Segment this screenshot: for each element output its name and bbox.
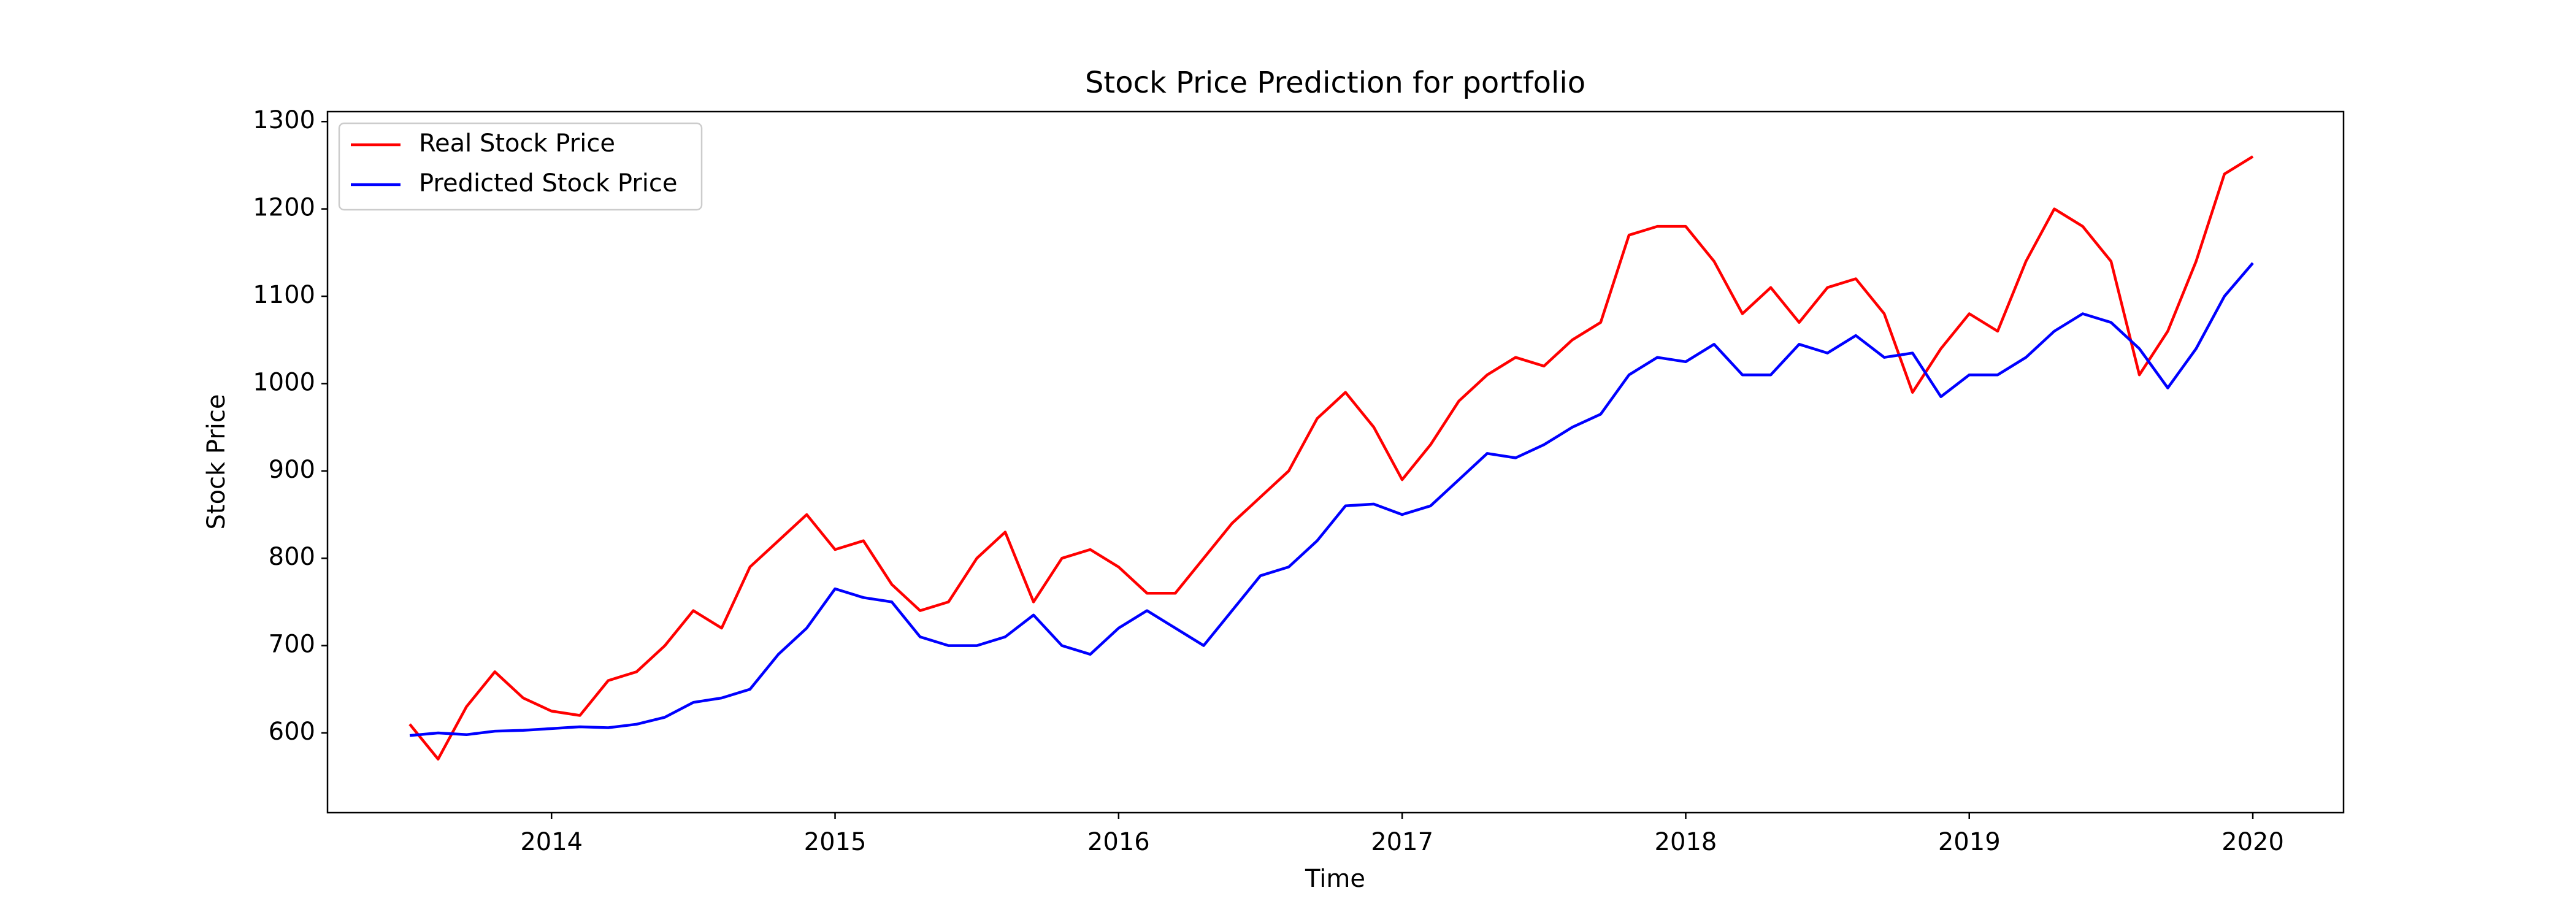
y-tick-label: 700	[269, 631, 315, 659]
line-series	[408, 155, 2254, 761]
y-tick-label: 1100	[253, 281, 315, 309]
y-tick-label: 1000	[253, 368, 315, 396]
x-tick-label: 2015	[804, 828, 867, 856]
x-tick-label: 2016	[1087, 828, 1150, 856]
x-tick-label: 2017	[1371, 828, 1433, 856]
x-tick-label: 2018	[1655, 828, 1717, 856]
x-tick-label: 2014	[520, 828, 583, 856]
line-series	[409, 262, 2254, 737]
y-tick-label: 900	[269, 456, 315, 484]
legend-label: Real Stock Price	[419, 129, 615, 158]
y-tick-label: 600	[269, 718, 315, 746]
y-tick-label: 1200	[253, 194, 315, 222]
y-tick-label: 800	[269, 543, 315, 571]
x-axis-label: Time	[1305, 865, 1365, 893]
y-axis-label: Stock Price	[202, 394, 231, 530]
legend-label: Predicted Stock Price	[419, 169, 677, 197]
x-tick-label: 2020	[2221, 828, 2284, 856]
y-tick-label: 1300	[253, 106, 315, 134]
x-tick-label: 2019	[1938, 828, 2001, 856]
legend-box	[338, 122, 703, 211]
plot-frame	[326, 110, 2345, 814]
chart-title: Stock Price Prediction for portfolio	[1085, 66, 1585, 100]
